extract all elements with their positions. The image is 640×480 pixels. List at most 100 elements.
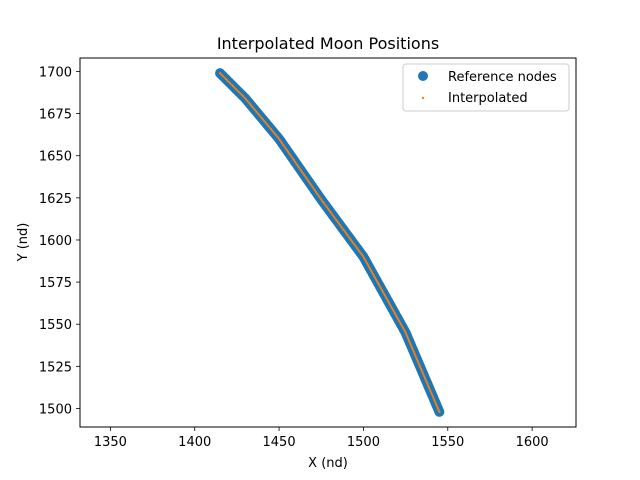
interpolated-point	[431, 395, 435, 398]
interpolated-point	[299, 169, 302, 172]
interpolated-point	[256, 112, 259, 115]
y-tick-label: 1675	[39, 108, 72, 123]
interpolated-point	[433, 399, 436, 402]
interpolated-point	[265, 123, 268, 126]
y-tick-label: 1525	[39, 360, 72, 375]
interpolated-point	[231, 85, 235, 88]
series-1	[218, 72, 441, 413]
interpolated-point	[307, 180, 311, 184]
interpolated-point	[431, 393, 434, 397]
interpolated-point	[340, 225, 343, 228]
interpolated-point	[426, 382, 429, 385]
interpolated-point	[394, 314, 397, 317]
interpolated-point	[386, 299, 390, 302]
interpolated-point	[373, 276, 377, 279]
interpolated-point	[351, 240, 354, 243]
interpolated-point	[368, 267, 372, 270]
interpolated-point	[427, 384, 430, 387]
interpolated-point	[434, 401, 437, 404]
interpolated-point	[352, 242, 355, 245]
interpolated-point	[233, 86, 236, 89]
interpolated-point	[427, 386, 431, 389]
interpolated-point	[230, 83, 233, 86]
interpolated-point	[421, 371, 424, 374]
interpolated-point	[367, 265, 371, 269]
interpolated-point	[328, 209, 331, 212]
interpolated-point	[397, 319, 400, 322]
interpolated-point	[419, 365, 422, 368]
chart-title: Interpolated Moon Positions	[217, 34, 439, 53]
interpolated-point	[347, 235, 350, 238]
legend-frame	[402, 63, 570, 112]
x-tick-label: 1450	[263, 435, 296, 450]
interpolated-point	[423, 376, 427, 380]
interpolated-point	[319, 197, 322, 200]
interpolated-point	[325, 205, 328, 209]
interpolated-point	[420, 369, 423, 372]
interpolated-point	[371, 272, 375, 276]
interpolated-point	[252, 107, 255, 110]
interpolated-point	[354, 245, 357, 248]
interpolated-point	[349, 238, 353, 241]
interpolated-point	[310, 184, 313, 187]
interpolated-point	[296, 164, 299, 167]
interpolated-point	[406, 335, 409, 338]
interpolated-point	[411, 348, 415, 351]
interpolated-point	[257, 113, 261, 116]
interpolated-point	[405, 333, 408, 336]
interpolated-point	[273, 132, 276, 135]
series-layer	[215, 68, 445, 417]
interpolated-point	[247, 101, 250, 104]
interpolated-point	[418, 363, 421, 366]
interpolated-point	[375, 280, 379, 283]
interpolated-point	[425, 380, 428, 383]
interpolated-point	[424, 378, 427, 382]
interpolated-point	[398, 321, 401, 324]
interpolated-point	[302, 172, 305, 175]
interpolated-point	[430, 391, 433, 395]
interpolated-point	[382, 292, 386, 295]
interpolated-point	[370, 271, 374, 274]
interpolated-point	[429, 390, 432, 393]
interpolated-point	[412, 350, 415, 353]
interpolated-point	[227, 80, 230, 83]
interpolated-point	[391, 308, 394, 311]
y-tick-label: 1700	[39, 65, 72, 80]
y-tick-label: 1625	[39, 192, 72, 207]
interpolated-point	[365, 262, 369, 265]
interpolated-point	[366, 264, 370, 267]
y-tick-label: 1600	[39, 234, 72, 249]
interpolated-point	[263, 120, 266, 123]
interpolated-point	[290, 155, 293, 158]
interpolated-point	[276, 135, 279, 138]
interpolated-point	[378, 285, 382, 288]
interpolated-point	[383, 294, 387, 297]
legend-marker-interpolated	[421, 96, 425, 100]
interpolated-point	[384, 296, 388, 299]
axes-frame	[79, 57, 577, 428]
interpolated-point	[413, 352, 416, 355]
interpolated-point	[435, 405, 439, 408]
interpolated-point	[407, 337, 410, 340]
interpolated-point	[390, 306, 393, 310]
interpolated-point	[415, 356, 418, 359]
x-axis-ticks: 1350 1400 1450 1500 1550 1600	[94, 427, 549, 450]
interpolated-point	[220, 73, 223, 76]
interpolated-point	[312, 187, 315, 190]
interpolated-point	[417, 361, 420, 365]
interpolated-point	[428, 388, 431, 391]
legend-label-reference-nodes: Reference nodes	[448, 70, 557, 85]
interpolated-point	[226, 79, 229, 82]
interpolated-point	[364, 260, 368, 263]
interpolated-point	[362, 256, 366, 260]
interpolated-point	[432, 397, 435, 400]
interpolated-point	[281, 142, 284, 145]
legend: Reference nodes Interpolated	[402, 63, 570, 112]
interpolated-point	[237, 90, 240, 94]
interpolated-point	[326, 207, 330, 210]
interpolated-point	[353, 243, 356, 246]
interpolated-point	[298, 167, 301, 170]
interpolated-point	[291, 157, 294, 160]
interpolated-point	[376, 281, 380, 285]
interpolated-point	[260, 116, 263, 120]
